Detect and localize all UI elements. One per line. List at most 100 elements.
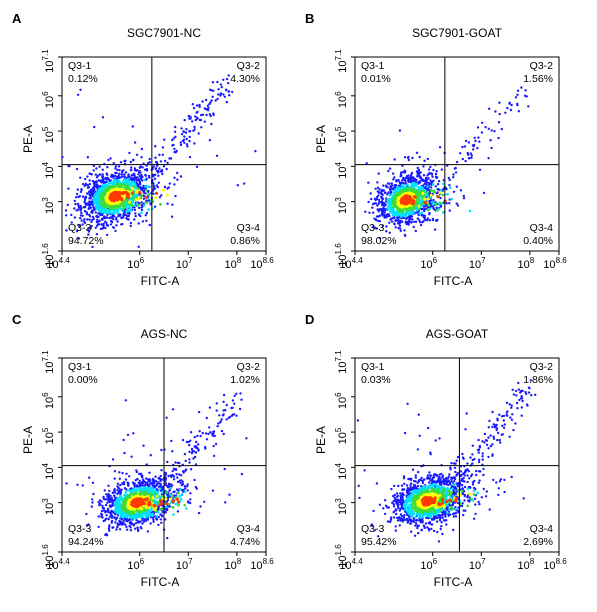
event-dot	[147, 515, 150, 518]
event-dot	[133, 218, 136, 221]
event-dot	[516, 103, 519, 107]
event-dot	[378, 188, 381, 191]
event-dot	[174, 135, 177, 139]
event-dot	[505, 401, 509, 404]
event-dot	[404, 171, 407, 174]
event-dot	[114, 167, 117, 170]
event-dot	[128, 203, 132, 206]
event-dot	[464, 139, 468, 143]
event-dot	[459, 152, 462, 155]
event-dot	[464, 428, 467, 431]
event-dot	[399, 175, 402, 178]
event-dot	[398, 181, 401, 184]
event-dot	[500, 415, 504, 418]
event-dot	[394, 529, 397, 532]
event-dot	[165, 416, 168, 419]
event-dot	[158, 153, 161, 157]
event-dot	[489, 434, 492, 437]
event-dot	[469, 456, 472, 459]
quadrant-percent: 0.01%	[361, 73, 391, 85]
event-dot	[75, 192, 79, 196]
event-dot	[496, 417, 499, 420]
event-dot	[88, 205, 91, 209]
tick-exponent: 5	[41, 427, 50, 432]
x-tick-label: 108.6	[543, 256, 567, 271]
quadrant-name: Q3-3	[68, 523, 92, 535]
event-dot	[422, 524, 425, 527]
event-dot	[407, 180, 410, 183]
event-dot	[111, 514, 114, 518]
event-dot	[417, 207, 421, 211]
event-dot	[160, 168, 164, 172]
event-dot	[145, 201, 149, 205]
y-tick-label: 106	[334, 91, 349, 108]
event-dot	[159, 489, 163, 492]
panel-title: SGC7901-GOAT	[412, 26, 502, 40]
y-tick-label: 101.6	[41, 243, 56, 267]
event-dot	[377, 198, 381, 202]
event-dot	[449, 468, 452, 471]
event-dot	[203, 120, 206, 123]
event-dot	[133, 204, 136, 207]
event-dot	[183, 141, 186, 144]
event-dot	[219, 421, 222, 424]
event-dot	[395, 492, 399, 495]
event-dot	[208, 102, 211, 106]
event-dot	[77, 237, 81, 240]
event-dot	[473, 479, 476, 483]
event-dot	[418, 219, 421, 222]
tick-base: 10	[44, 254, 56, 266]
event-dot	[149, 522, 152, 525]
event-dot	[188, 117, 191, 120]
event-dot	[435, 209, 439, 212]
event-dot	[428, 521, 432, 524]
event-dot	[144, 509, 148, 513]
event-dot	[166, 536, 169, 540]
event-dot	[179, 175, 183, 178]
event-dot	[203, 500, 206, 503]
event-dot	[418, 434, 421, 437]
event-dot	[140, 204, 143, 207]
event-dot	[110, 519, 114, 523]
event-dot	[442, 182, 445, 186]
event-dot	[185, 507, 188, 510]
event-dot	[137, 245, 140, 248]
event-dot	[398, 129, 402, 132]
event-dots	[356, 379, 537, 543]
event-dot	[192, 450, 196, 453]
x-tick-label: 108	[225, 557, 242, 572]
event-dot	[382, 184, 385, 187]
event-dot	[396, 216, 400, 219]
event-dot	[403, 198, 407, 202]
event-dot	[480, 131, 484, 134]
event-dot	[170, 439, 173, 443]
event-dot	[125, 194, 129, 198]
event-dot	[509, 108, 513, 112]
event-dot	[395, 218, 398, 222]
event-dot	[436, 183, 440, 186]
event-dot	[171, 474, 174, 477]
event-dot	[195, 104, 199, 107]
event-dot	[438, 146, 442, 149]
event-dot	[367, 200, 370, 204]
event-dot	[393, 510, 396, 513]
event-dot	[456, 455, 460, 459]
event-dot	[151, 496, 155, 500]
event-dot	[469, 152, 472, 155]
event-dot	[506, 414, 509, 417]
event-dot	[127, 484, 130, 487]
event-dot	[98, 192, 101, 195]
event-dot	[137, 213, 141, 216]
y-tick-label: 107.1	[41, 49, 56, 73]
event-dot	[211, 81, 215, 84]
event-dot	[137, 520, 140, 523]
event-dot	[61, 155, 64, 159]
event-dot	[417, 413, 420, 416]
event-dot	[498, 480, 502, 483]
event-dot	[396, 222, 400, 225]
event-dot	[152, 503, 156, 508]
event-dot	[503, 490, 506, 494]
tick-exponent: 3	[334, 197, 343, 202]
event-dot	[198, 118, 202, 122]
event-dot	[468, 209, 472, 213]
